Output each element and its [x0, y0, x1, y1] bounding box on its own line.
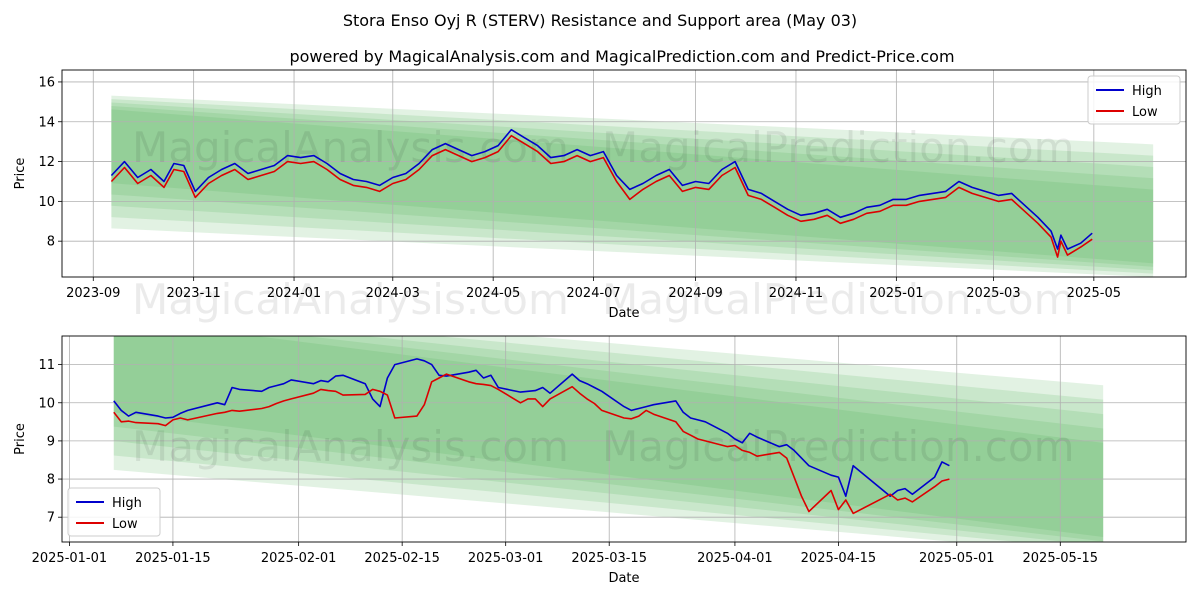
support-resistance-bands: [113, 336, 1104, 542]
x-tick-label: 2025-02-15: [364, 551, 440, 566]
chart-subtitle: powered by MagicalAnalysis.com and Magic…: [289, 47, 954, 66]
axes-frame: [61, 69, 1187, 278]
y-tick-label: 14: [38, 115, 55, 130]
axes-frame: [61, 335, 1187, 543]
band-layer: [111, 99, 1154, 274]
top-panel: 8 10 12 14 16 2023-09 2023-11 2024-01 2024-03 202…: [13, 69, 1187, 324]
y-tick-label: 16: [38, 75, 55, 90]
legend-label-high: High: [112, 496, 142, 511]
y-tick-label: 8: [47, 473, 55, 488]
legend-label-low: Low: [1132, 105, 1158, 120]
band-layer: [111, 102, 1154, 271]
x-tick-label: 2023-11: [166, 286, 220, 301]
series-line-low: [113, 373, 950, 515]
x-tick-label: 2025-03-01: [468, 551, 544, 566]
grid: [62, 336, 1186, 542]
band-layer: [111, 109, 1154, 264]
x-axis-label: Date: [608, 571, 639, 586]
band-layer: [111, 95, 1154, 277]
x-tick-label: 2025-03-15: [571, 551, 647, 566]
band-layer: [113, 336, 1104, 542]
x-tick-label: 2023-09: [66, 286, 120, 301]
watermark-text: MagicalAnalysis.com: [132, 275, 569, 324]
bottom-panel: 7 8 9 10 11 2025-01-01 2025-01-15 2025-02-01 202…: [13, 335, 1187, 586]
x-tick-label: 2024-07: [566, 286, 620, 301]
x-tick-label: 2025-05: [1067, 286, 1121, 301]
x-tick-label: 2025-04-01: [697, 551, 773, 566]
watermark-text: MagicalPrediction.com: [602, 123, 1075, 172]
y-axis-label: Price: [13, 423, 28, 455]
chart-title: Stora Enso Oyj R (STERV) Resistance and …: [343, 11, 857, 30]
x-tick-label: 2024-03: [366, 286, 420, 301]
x-axis-label: Date: [608, 306, 639, 321]
band-layer: [113, 336, 1104, 542]
x-tick-label: 2024-11: [769, 286, 823, 301]
x-tick-label: 2025-03: [966, 286, 1020, 301]
watermark-text: MagicalPrediction.com: [602, 422, 1075, 471]
y-tick-label: 10: [38, 195, 55, 210]
band-layer: [113, 336, 1104, 537]
y-tick-label: 7: [47, 511, 55, 526]
x-tick-label: 2025-05-01: [919, 551, 995, 566]
legend: High Low: [1087, 75, 1181, 125]
band-layer: [113, 336, 1104, 542]
x-tick-label: 2025-02-01: [261, 551, 337, 566]
y-tick-label: 8: [47, 235, 55, 250]
x-tick-label: 2025-05-15: [1023, 551, 1099, 566]
band-layer: [111, 105, 1154, 267]
x-tick-label: 2024-01: [267, 286, 321, 301]
x-tick-label: 2024-09: [668, 286, 722, 301]
legend-label-low: Low: [112, 517, 138, 532]
legend-label-high: High: [1132, 84, 1162, 99]
x-tick-label: 2025-04-15: [801, 551, 877, 566]
legend: High Low: [67, 487, 161, 537]
y-axis-label: Price: [13, 158, 28, 190]
series-lines: [113, 358, 950, 515]
y-tick-label: 9: [47, 434, 55, 449]
support-resistance-bands: [111, 95, 1154, 277]
y-tick-label: 11: [38, 358, 55, 373]
x-tick-label: 2024-05: [466, 286, 520, 301]
watermark-text: MagicalAnalysis.com: [132, 123, 569, 172]
series-line-low: [110, 134, 1093, 258]
series-lines: [110, 128, 1093, 258]
y-tick-label: 12: [38, 155, 55, 170]
series-line-high: [110, 128, 1093, 250]
band-layer: [113, 336, 1104, 542]
y-tick-label: 10: [38, 396, 55, 411]
x-tick-label: 2025-01: [869, 286, 923, 301]
watermark-text: MagicalPrediction.com: [602, 275, 1075, 324]
x-tick-label: 2025-01-01: [32, 551, 108, 566]
plot-area: [62, 336, 1186, 542]
watermark-text: MagicalAnalysis.com: [132, 422, 569, 471]
x-tick-label: 2025-01-15: [135, 551, 211, 566]
series-line-high: [113, 358, 950, 497]
